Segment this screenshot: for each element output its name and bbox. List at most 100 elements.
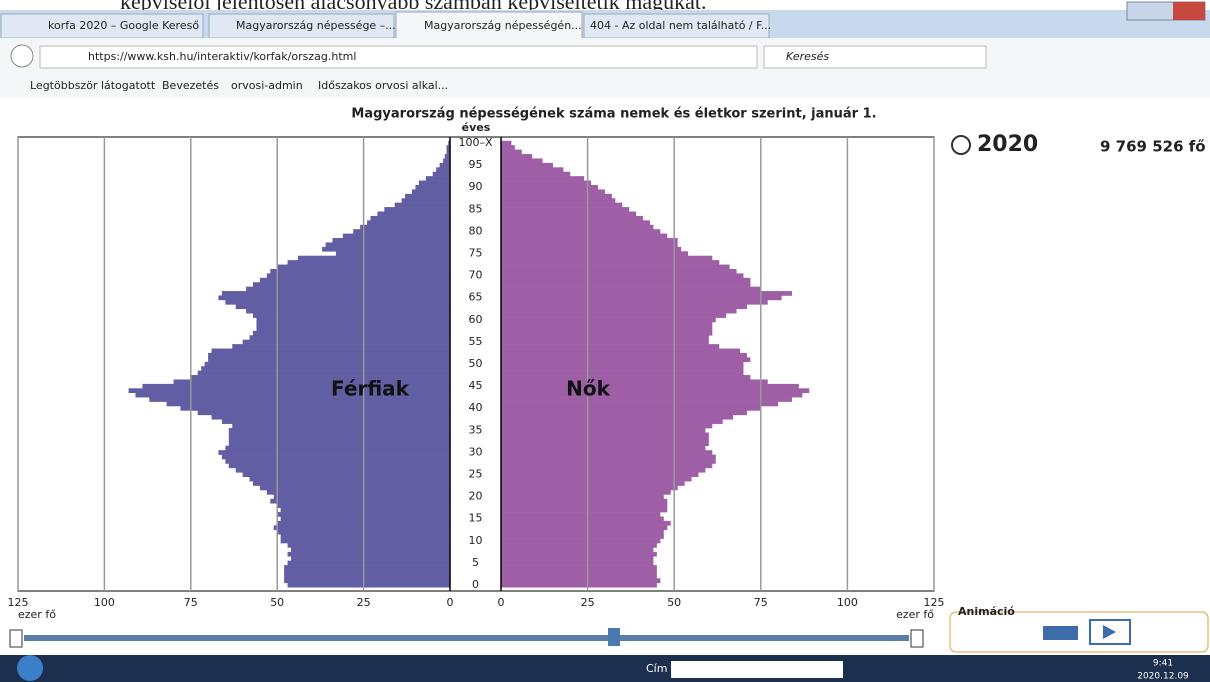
slider-thumb[interactable]	[608, 628, 620, 646]
bar	[501, 472, 698, 477]
bar	[501, 486, 678, 491]
bar	[222, 419, 450, 424]
y-tick-label: 80	[469, 224, 483, 237]
bar	[501, 167, 563, 172]
speed-control[interactable]	[1043, 626, 1078, 640]
tab-title[interactable]: Magyarország népessége –...	[236, 19, 396, 32]
x-tick-label: 0	[498, 596, 505, 609]
bookmark[interactable]: Bevezetés	[162, 79, 219, 92]
bar	[250, 477, 450, 482]
bar	[501, 203, 622, 208]
url[interactable]: https://www.ksh.hu/interaktiv/korfak/ors…	[88, 50, 356, 63]
bar	[288, 583, 450, 588]
y-tick-label: 25	[469, 468, 483, 481]
bar	[412, 189, 450, 194]
bar	[191, 375, 450, 380]
bar	[253, 313, 450, 318]
x-tick-label: 25	[357, 596, 371, 609]
bar	[236, 468, 450, 473]
bar	[501, 335, 709, 340]
bookmark[interactable]: Időszakos orvosi alkal...	[318, 79, 448, 92]
bar	[501, 406, 761, 411]
back-button[interactable]	[11, 45, 33, 67]
tab-title[interactable]: Magyarország népességén...	[424, 19, 582, 32]
bar	[501, 362, 743, 367]
tab-title[interactable]: 404 - Az oldal nem található / F...	[590, 19, 771, 32]
bar	[256, 318, 450, 323]
slider-right[interactable]	[911, 630, 923, 647]
bar	[501, 291, 792, 296]
bar	[501, 216, 643, 221]
unit-label: ezer fő	[18, 608, 56, 621]
bar	[501, 556, 653, 561]
bar	[256, 326, 450, 331]
bookmark[interactable]: Legtöbbször látogatott	[30, 79, 156, 92]
bar	[501, 388, 809, 393]
bar	[501, 477, 692, 482]
bar	[402, 198, 450, 203]
bar	[501, 282, 750, 287]
bar	[501, 176, 584, 181]
tab-title[interactable]: korfa 2020 – Google Kereső	[48, 19, 199, 32]
bar	[205, 362, 450, 367]
clock-time: 9:41	[1153, 659, 1173, 669]
bar	[501, 304, 747, 309]
bar	[232, 344, 450, 349]
bar	[501, 238, 678, 243]
bar	[288, 561, 450, 566]
bar	[501, 494, 664, 499]
bar	[201, 366, 450, 371]
bar	[229, 441, 450, 446]
slider-left[interactable]	[10, 630, 22, 647]
bar	[343, 234, 450, 239]
bar	[270, 269, 450, 274]
bar	[371, 216, 450, 221]
bar	[501, 212, 636, 217]
lock-icon[interactable]	[952, 136, 970, 154]
bar	[218, 295, 450, 300]
bar	[501, 384, 799, 389]
search-placeholder[interactable]: Keresés	[786, 50, 829, 63]
bar	[501, 583, 657, 588]
bar	[322, 247, 450, 252]
x-tick-label: 125	[924, 596, 945, 609]
bar	[270, 499, 450, 504]
x-tick-label: 0	[447, 596, 454, 609]
bar	[501, 530, 664, 535]
address-box[interactable]	[671, 661, 843, 678]
bar	[256, 322, 450, 327]
bar	[260, 278, 450, 283]
bar	[501, 450, 712, 455]
x-tick-label: 75	[754, 596, 768, 609]
bar	[250, 335, 450, 340]
bar	[426, 176, 450, 181]
bar	[232, 424, 450, 429]
bookmark[interactable]: orvosi-admin	[231, 79, 303, 92]
y-tick-label: 95	[469, 158, 483, 171]
bar	[291, 556, 450, 561]
bar	[288, 552, 450, 557]
start-button[interactable]	[17, 655, 43, 681]
close-button[interactable]	[1173, 2, 1205, 20]
bar	[501, 570, 657, 575]
bar	[501, 158, 543, 163]
bar	[433, 172, 450, 177]
bar	[395, 203, 450, 208]
bar	[274, 525, 450, 530]
bar	[501, 402, 778, 407]
bar	[336, 251, 450, 256]
bar	[218, 450, 450, 455]
bar	[501, 278, 750, 283]
age-axis-label: éves	[462, 121, 491, 134]
bar	[501, 309, 737, 314]
bar	[501, 225, 653, 230]
bar	[501, 512, 660, 517]
bar	[501, 455, 716, 460]
slider-track[interactable]	[24, 635, 909, 641]
bar	[501, 463, 712, 468]
bar	[501, 353, 747, 358]
bar	[291, 547, 450, 552]
bar	[501, 543, 657, 548]
bar	[501, 433, 709, 438]
legend-label: Férfiak	[331, 377, 410, 401]
